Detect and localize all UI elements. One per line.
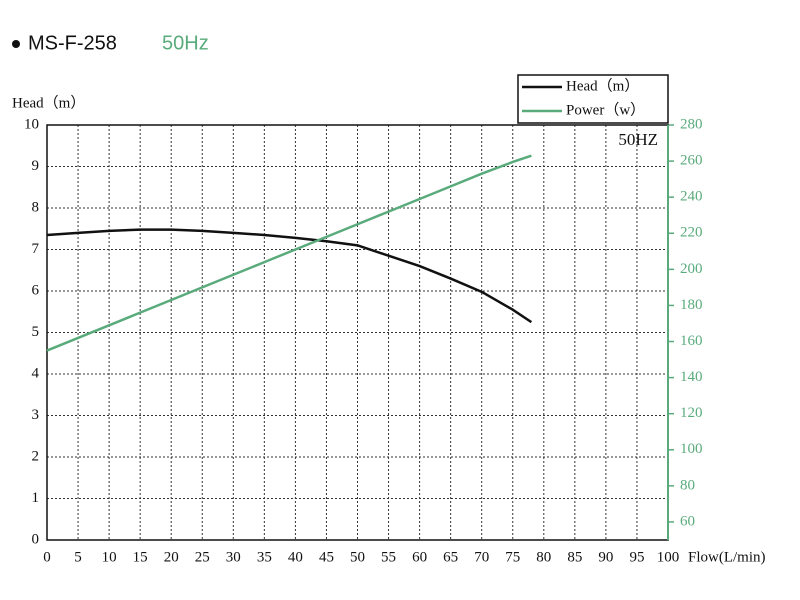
series-line: [46, 154, 532, 352]
x-tick-label: 95: [629, 549, 644, 565]
y-tick-label: 6: [32, 282, 40, 298]
y-tick-label: 2: [32, 448, 40, 464]
x-tick-label: 50: [350, 549, 365, 565]
y-axis-label: Head（m）: [12, 94, 85, 111]
x-tick-label: 70: [474, 549, 489, 565]
y2-tick-label: 240: [680, 189, 703, 205]
x-axis-label: Flow(L/min): [688, 549, 766, 565]
x-tick-label: 25: [195, 549, 210, 565]
x-tick-label: 55: [381, 549, 396, 565]
y-tick-label: 8: [32, 199, 40, 215]
x-tick-label: 40: [288, 549, 303, 565]
x-tick-label: 35: [257, 549, 272, 565]
x-tick-label: 65: [443, 549, 458, 565]
x-tick-label: 15: [133, 549, 148, 565]
x-tick-label: 10: [102, 549, 117, 565]
chart-subtitle: 50Hz: [162, 32, 209, 54]
y2-tick-label: 80: [680, 477, 695, 493]
x-tick-label: 5: [74, 549, 82, 565]
x-tick-label: 90: [598, 549, 613, 565]
x-tick-label: 0: [43, 549, 51, 565]
chart-title: MS-F-258: [28, 32, 117, 54]
y2-tick-label: 60: [680, 513, 695, 529]
y2-tick-label: 160: [680, 333, 703, 349]
legend-label: Head（m）: [566, 77, 639, 94]
x-tick-label: 20: [164, 549, 179, 565]
y-tick-label: 10: [24, 116, 39, 132]
y-tick-label: 4: [32, 365, 40, 381]
x-tick-label: 45: [319, 549, 334, 565]
x-tick-label: 80: [536, 549, 551, 565]
y2-tick-label: 200: [680, 261, 703, 277]
y-tick-label: 5: [32, 324, 40, 340]
y-tick-label: 7: [32, 241, 40, 257]
series-line: [46, 228, 533, 324]
y2-tick-label: 140: [680, 369, 703, 385]
annotation: 50HZ: [618, 130, 658, 149]
x-tick-label: 85: [567, 549, 582, 565]
y2-tick-label: 100: [680, 441, 703, 457]
legend-box: [517, 74, 669, 124]
x-tick-label: 30: [226, 549, 241, 565]
y-tick-label: 9: [32, 158, 40, 174]
legend-label: Power（w）: [566, 101, 645, 118]
y2-tick-label: 120: [680, 405, 703, 421]
y-tick-label: 1: [32, 490, 40, 506]
x-tick-label: 100: [657, 549, 680, 565]
y2-tick-label: 260: [680, 153, 703, 169]
y2-tick-label: 220: [680, 225, 703, 241]
y2-tick-label: 280: [680, 116, 703, 132]
y2-tick-label: 180: [680, 297, 703, 313]
x-tick-label: 60: [412, 549, 427, 565]
bullet: [12, 40, 20, 48]
y-tick-label: 0: [32, 531, 40, 547]
x-tick-label: 75: [505, 549, 520, 565]
y-tick-label: 3: [32, 407, 40, 423]
